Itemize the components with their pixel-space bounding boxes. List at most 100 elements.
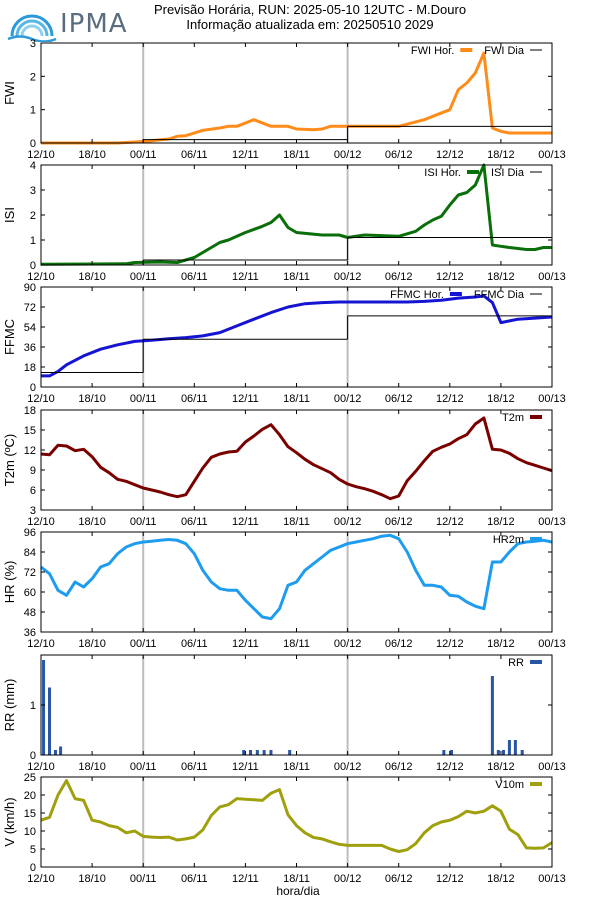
x-tick-label: 06/11: [181, 638, 208, 650]
legend-label: FFMC Dia: [474, 289, 525, 301]
y-axis-label: HR (%): [2, 561, 17, 604]
x-tick-label: 00/11: [130, 516, 157, 528]
plot-frame: [40, 654, 553, 756]
x-tick-label: 00/11: [130, 393, 157, 405]
series-line: [40, 533, 553, 621]
x-tick-label: 00/12: [334, 638, 362, 650]
x-tick-label: 18/11: [283, 393, 310, 405]
panel-4: 36 48 60 72 84 96 12/10 18/10 00/11 06/11 12/11 18/…: [2, 527, 566, 650]
x-tick-label: 00/11: [130, 638, 157, 650]
x-tick-label: 00/12: [334, 149, 362, 161]
y-tick-label: 1: [30, 235, 36, 247]
plot-frame: [40, 776, 553, 868]
legend-label: FFMC Hor.: [390, 289, 444, 301]
panel-2: 0 18 36 54 72 90 12/10 18/10 00/11 06/11 12/11 18/1…: [2, 282, 566, 405]
x-tick-label: 00/11: [130, 873, 157, 885]
y-tick-label: 54: [24, 322, 36, 334]
y-tick-label: 72: [24, 567, 36, 579]
rain-bar: [48, 687, 52, 755]
x-tick-label: 00/13: [538, 271, 566, 283]
x-tick-label: 00/13: [538, 516, 566, 528]
rain-bar: [450, 750, 454, 755]
x-tick-label: 18/11: [283, 761, 310, 773]
legend-label: HR2m: [493, 534, 524, 546]
y-tick-label: 18: [24, 405, 36, 417]
x-tick-label: 18/12: [487, 638, 515, 650]
y-tick-label: 18: [24, 362, 36, 374]
x-tick-label: 18/10: [78, 873, 106, 885]
x-tick-label: 12/10: [27, 516, 55, 528]
x-tick-label: 18/12: [487, 271, 515, 283]
logo-arcs-icon: [7, 14, 57, 43]
x-axis-title: hora/dia: [276, 884, 320, 898]
x-tick-label: 00/12: [334, 516, 362, 528]
x-tick-label: 18/11: [283, 516, 310, 528]
y-tick-label: 6: [30, 485, 36, 497]
rain-bar: [53, 750, 57, 755]
legend-label: RR: [508, 657, 524, 669]
x-tick-label: 00/13: [538, 873, 566, 885]
y-tick-label: 96: [24, 527, 36, 539]
y-tick-label: 20: [24, 790, 36, 802]
x-tick-label: 18/12: [487, 761, 515, 773]
x-tick-label: 06/12: [385, 149, 413, 161]
x-tick-label: 06/12: [385, 516, 413, 528]
y-axis-label: V (km/h): [2, 797, 17, 846]
y-tick-label: 36: [24, 627, 36, 639]
y-tick-label: 5: [30, 844, 36, 856]
y-tick-label: 3: [30, 185, 36, 197]
x-tick-label: 12/12: [436, 393, 464, 405]
x-tick-label: 12/11: [232, 393, 259, 405]
x-tick-label: 00/12: [334, 271, 362, 283]
x-tick-label: 12/10: [27, 638, 55, 650]
y-tick-label: 90: [24, 282, 36, 294]
x-tick-label: 00/13: [538, 638, 566, 650]
title-line-1: Previsão Horária, RUN: 2025-05-10 12UTC …: [153, 2, 467, 17]
rain-bar: [288, 750, 292, 755]
x-tick-label: 18/12: [487, 393, 515, 405]
y-tick-label: 36: [24, 342, 36, 354]
panel-0: 0 1 2 3 12/10 18/10 00/11 06/11 12/11 18/11 00/12 0…: [2, 38, 566, 161]
legend-label: FWI Dia: [484, 45, 525, 57]
rain-bar: [269, 750, 273, 755]
x-tick-label: 18/10: [78, 638, 106, 650]
y-axis-label: RR (mm): [2, 679, 17, 732]
y-tick-label: 25: [24, 772, 36, 784]
x-tick-label: 12/12: [436, 761, 464, 773]
rain-bar: [501, 750, 505, 755]
x-tick-label: 12/12: [436, 149, 464, 161]
rain-bar: [262, 750, 266, 755]
x-tick-label: 18/12: [487, 149, 515, 161]
x-tick-label: 00/13: [538, 761, 566, 773]
y-axis-label: T2m (ºC): [2, 434, 17, 486]
x-tick-label: 00/13: [538, 393, 566, 405]
y-axis-label: FFMC: [2, 319, 17, 355]
x-tick-label: 12/10: [27, 873, 55, 885]
y-tick-label: 0: [30, 138, 36, 150]
y-tick-label: 0: [30, 260, 36, 272]
series-line: [41, 294, 553, 378]
x-tick-label: 06/12: [385, 271, 413, 283]
y-tick-label: 9: [30, 465, 36, 477]
rain-bar: [513, 740, 517, 755]
y-tick-label: 2: [30, 210, 36, 222]
x-tick-label: 12/11: [232, 761, 259, 773]
x-tick-label: 12/12: [436, 638, 464, 650]
x-tick-label: 06/12: [385, 393, 413, 405]
x-tick-label: 18/11: [283, 149, 310, 161]
panel-1: 0 1 2 3 4 12/10 18/10 00/11 06/11 12/11 18/11 00/12…: [2, 160, 566, 283]
y-tick-label: 2: [30, 71, 36, 83]
x-tick-label: 18/10: [78, 516, 106, 528]
rain-bar: [520, 750, 524, 755]
x-tick-label: 12/11: [232, 149, 259, 161]
page-title: Previsão Horária, RUN: 2025-05-10 12UTC …: [0, 2, 600, 32]
legend-label: ISI Dia: [491, 167, 525, 179]
y-tick-label: 3: [30, 38, 36, 50]
x-tick-label: 00/11: [130, 761, 157, 773]
rain-bar: [496, 750, 500, 755]
x-tick-label: 06/11: [181, 393, 208, 405]
y-tick-label: 60: [24, 587, 36, 599]
x-tick-label: 12/11: [232, 271, 259, 283]
series-line: [40, 779, 553, 853]
